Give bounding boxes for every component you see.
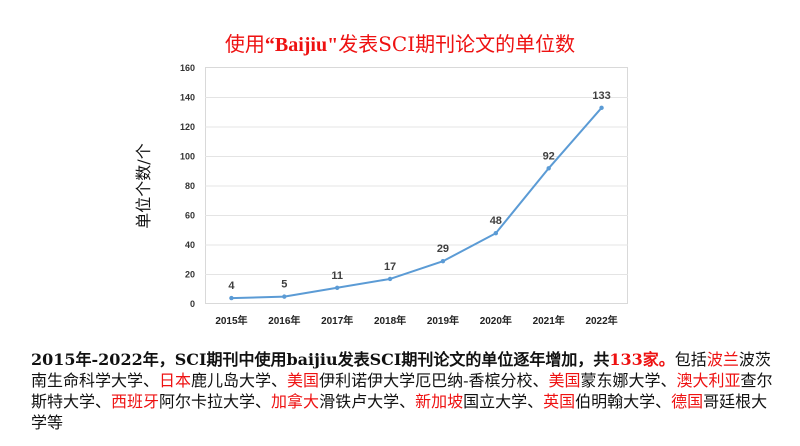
data-point-marker <box>334 285 340 290</box>
title-quoted: “Baijiu" <box>264 34 339 56</box>
title-suffix: 发表SCI期刊论文的单位数 <box>338 32 576 56</box>
description-text: 2015年-2022年，SCI期刊中使用baijiu发表SCI期刊论文的单位逐年… <box>31 350 610 369</box>
description-text: 波茨南生命科学大学、 <box>31 350 771 390</box>
x-tick-label: 2021年 <box>533 314 565 327</box>
data-label: 29 <box>437 243 449 255</box>
description-paragraph: 2015年-2022年，SCI期刊中使用baijiu发表SCI期刊论文的单位逐年… <box>31 349 776 433</box>
highlighted-text: 西班牙 <box>111 392 160 411</box>
y-tick-label: 100 <box>180 152 195 162</box>
data-label: 48 <box>490 215 502 227</box>
data-point-marker <box>387 276 393 282</box>
y-tick-label: 20 <box>185 270 195 280</box>
data-label: 92 <box>543 150 555 162</box>
x-tick-label: 2019年 <box>427 314 459 327</box>
highlighted-text: 日本 <box>159 371 192 390</box>
data-label: 133 <box>592 90 610 102</box>
highlighted-text: 德国 <box>671 392 704 411</box>
data-point-marker <box>493 231 499 236</box>
highlighted-text: 新加坡 <box>415 392 464 411</box>
data-point-marker <box>546 166 551 171</box>
line-chart: 0 20 40 60 80 100 120 140 160 2015年 2016年 2017年 2018… <box>180 63 628 327</box>
highlighted-text: 133家。 <box>609 350 675 369</box>
highlighted-text: 美国 <box>287 371 320 390</box>
y-tick-label: 160 <box>180 63 195 73</box>
description-text: 国立大学、 <box>463 392 544 411</box>
y-tick-label: 80 <box>185 181 195 191</box>
description-text: 伯明翰大学、 <box>575 392 672 411</box>
highlighted-text: 加拿大 <box>271 392 320 411</box>
description-text: 鹿儿岛大学、 <box>191 371 288 390</box>
description-text: 查尔斯特大学、 <box>31 371 773 411</box>
x-tick-label: 2020年 <box>480 314 512 327</box>
data-point-marker <box>229 295 234 301</box>
series-line <box>231 107 603 300</box>
highlighted-text: 英国 <box>543 392 576 411</box>
x-tick-label: 2015年 <box>215 314 247 327</box>
x-tick-label: 2017年 <box>321 314 353 327</box>
description-text: 阿尔卡拉大学、 <box>159 392 272 411</box>
highlighted-text: 美国 <box>548 371 581 390</box>
highlighted-text: 澳大利亚 <box>676 371 741 390</box>
data-point-marker <box>282 294 287 299</box>
y-tick-label: 140 <box>180 93 195 103</box>
chart-title: 使用“Baijiu"发表SCI期刊论文的单位数 <box>0 28 800 57</box>
x-tick-label: 2018年 <box>374 314 406 327</box>
description-text: 滑铁卢大学、 <box>319 392 416 411</box>
y-tick-label: 0 <box>190 299 195 309</box>
x-tick-label: 2016年 <box>268 314 300 327</box>
data-label: 17 <box>384 261 396 273</box>
data-label: 5 <box>281 279 287 291</box>
data-label: 4 <box>228 280 235 292</box>
description-text: 包括 <box>674 350 707 369</box>
data-point-marker <box>440 259 446 264</box>
y-axis-label: 单位个数/个 <box>134 143 153 229</box>
description-text: 伊利诺伊大学厄巴纳-香槟分校、 <box>319 371 549 390</box>
title-prefix: 使用 <box>224 32 265 56</box>
data-point-marker <box>599 105 604 111</box>
x-tick-label: 2022年 <box>585 314 617 327</box>
y-tick-label: 60 <box>185 211 195 221</box>
y-tick-label: 120 <box>180 122 195 132</box>
description-text: 哥廷根大学等 <box>31 392 768 432</box>
y-tick-label: 40 <box>185 240 195 250</box>
highlighted-text: 波兰 <box>706 350 739 369</box>
description-text: 蒙东娜大学、 <box>580 371 677 390</box>
data-label: 11 <box>331 270 343 282</box>
